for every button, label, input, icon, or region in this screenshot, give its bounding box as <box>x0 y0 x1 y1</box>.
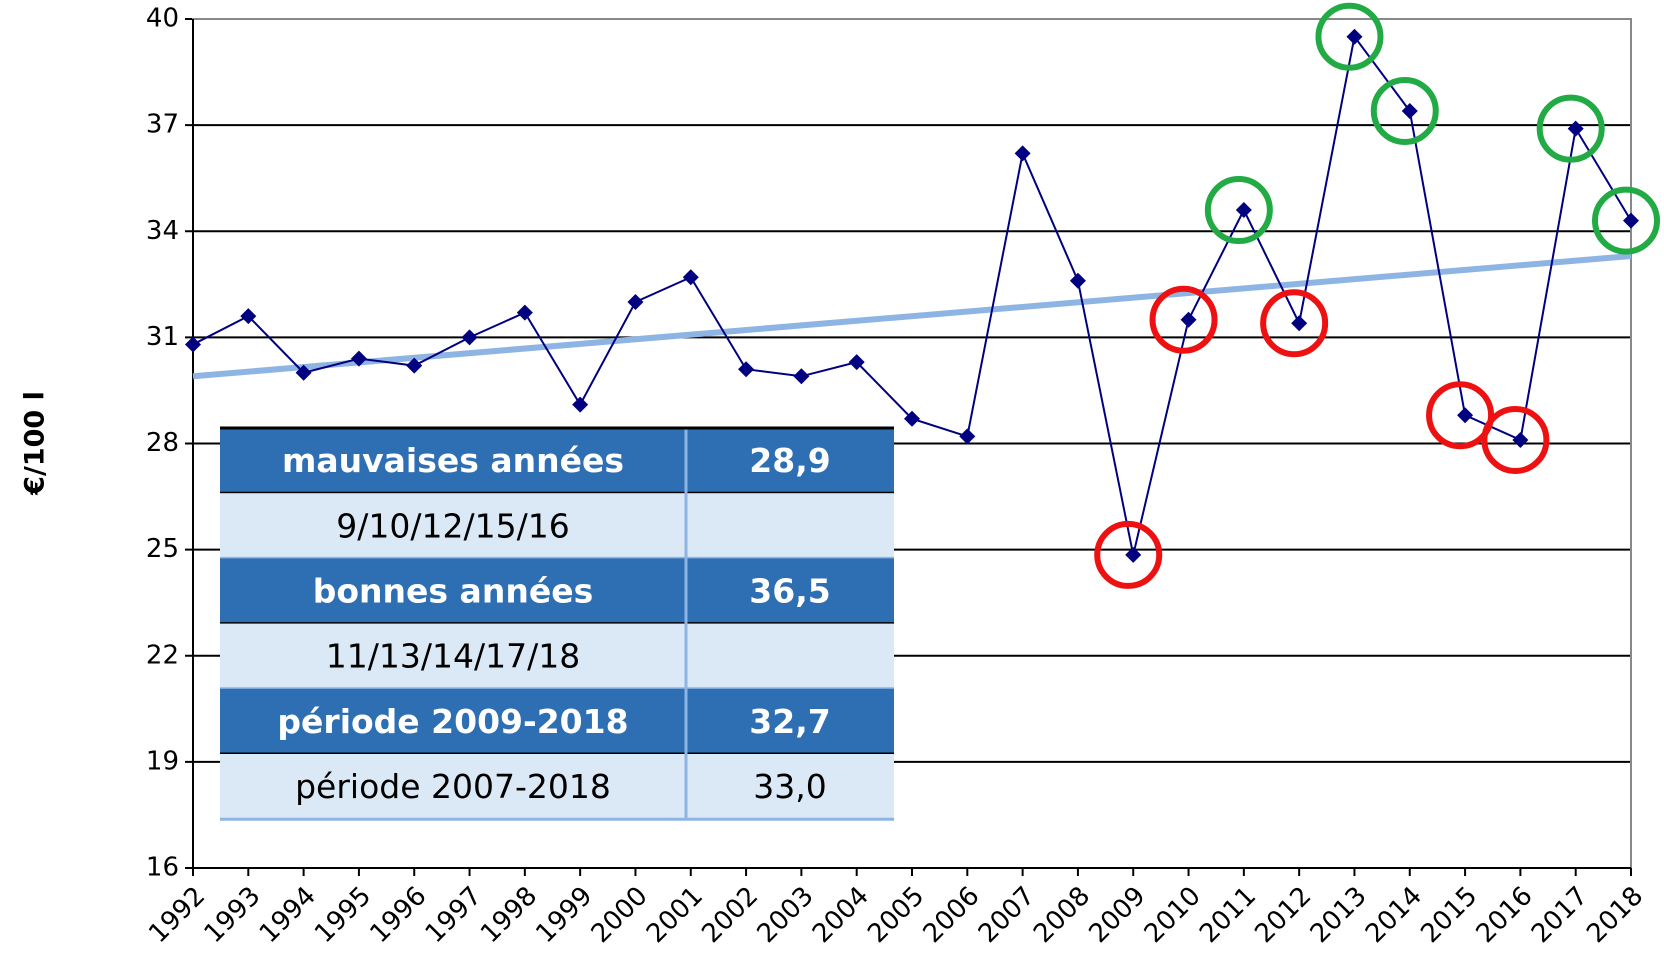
highlight-circle <box>1260 289 1329 358</box>
x-tick-label: 2017 <box>1526 881 1594 949</box>
x-tick-label: 2008 <box>1028 881 1096 949</box>
highlight-circle <box>1536 94 1605 163</box>
highlight-circle <box>1149 285 1218 354</box>
x-tick-label: 2013 <box>1305 881 1373 949</box>
x-tick-label: 2012 <box>1249 881 1317 949</box>
y-tick-label: 34 <box>146 216 179 246</box>
table-cell: 9/10/12/15/16 <box>336 506 569 545</box>
data-point <box>1291 315 1308 332</box>
highlight-circle <box>1370 76 1439 145</box>
data-point <box>461 329 478 346</box>
y-tick-label: 37 <box>146 110 179 140</box>
x-tick-label: 2006 <box>918 881 986 949</box>
highlight-circle <box>1481 405 1550 474</box>
table-row <box>220 428 894 494</box>
trend-line <box>192 253 1632 380</box>
x-tick-label: 2000 <box>586 881 654 949</box>
data-point <box>240 308 257 325</box>
y-tick-label: 25 <box>146 534 179 564</box>
x-tick-label: 2002 <box>696 881 764 949</box>
x-tick-label: 1999 <box>530 881 598 949</box>
x-tick-label: 2018 <box>1581 881 1649 949</box>
table-cell: mauvaises années <box>282 441 624 480</box>
x-tick-label: 2016 <box>1471 881 1539 949</box>
x-tick-label: 2003 <box>752 881 820 949</box>
table-row <box>220 688 894 754</box>
y-tick-label: 28 <box>146 428 179 458</box>
highlight-circle <box>1094 520 1163 589</box>
data-point <box>406 357 423 374</box>
x-tick-label: 2015 <box>1415 881 1483 949</box>
data-point <box>1457 407 1474 424</box>
y-tick-label: 19 <box>146 746 179 776</box>
y-tick-label: 22 <box>146 640 179 670</box>
x-tick-label: 2005 <box>862 881 930 949</box>
x-tick-label: 1992 <box>143 881 211 949</box>
data-point <box>848 354 865 371</box>
data-point <box>1623 212 1639 229</box>
data-point <box>572 396 589 413</box>
data-point <box>1014 145 1031 162</box>
table-cell: période 2007-2018 <box>295 767 611 806</box>
x-tick-label: 2009 <box>1083 881 1151 949</box>
data-point <box>1512 431 1529 448</box>
data-point <box>1346 28 1363 45</box>
data-point <box>1235 202 1252 219</box>
x-tick-label: 2011 <box>1194 881 1262 949</box>
x-tick-label: 2004 <box>807 881 875 949</box>
table-row <box>220 493 894 559</box>
x-tick-label: 2001 <box>641 881 709 949</box>
data-point <box>1069 272 1086 289</box>
data-point <box>1125 546 1142 563</box>
highlight-circle <box>1426 381 1495 450</box>
x-tick-label: 1993 <box>199 881 267 949</box>
y-axis-label: €/100 l <box>20 391 51 496</box>
data-point <box>1401 102 1418 119</box>
data-point <box>350 350 367 367</box>
table-cell: période 2009-2018 <box>277 702 628 741</box>
highlight-circle <box>1592 186 1660 255</box>
table-cell: 28,9 <box>749 441 830 480</box>
table-cell: 32,7 <box>749 702 830 741</box>
x-tick-label: 2007 <box>973 881 1041 949</box>
x-tick-label: 1995 <box>309 881 377 949</box>
table-cell: 33,0 <box>753 767 826 806</box>
data-point <box>682 269 699 286</box>
data-point <box>738 361 755 378</box>
table-row <box>220 623 894 689</box>
x-tick-label: 2014 <box>1360 881 1428 949</box>
y-tick-label: 16 <box>146 853 179 883</box>
table-cell: bonnes années <box>313 572 593 611</box>
data-point <box>627 294 644 310</box>
x-tick-label: 1998 <box>475 881 543 949</box>
data-point <box>516 304 533 321</box>
table-cell: 11/13/14/17/18 <box>326 637 580 676</box>
y-tick-label: 31 <box>146 322 179 352</box>
y-tick-label: 40 <box>146 4 179 34</box>
x-tick-label: 2010 <box>1139 881 1207 949</box>
table-row <box>220 754 894 820</box>
table-row <box>220 558 894 624</box>
data-point <box>793 368 810 385</box>
data-point <box>1180 311 1197 328</box>
table-cell: 36,5 <box>749 572 830 611</box>
data-point <box>185 336 201 353</box>
highlight-circle <box>1204 176 1273 245</box>
data-point <box>295 364 312 381</box>
data-point <box>1567 120 1584 137</box>
x-tick-label: 1994 <box>254 881 322 949</box>
highlight-circle <box>1315 2 1384 71</box>
x-tick-label: 1997 <box>420 881 488 949</box>
data-point <box>959 428 976 445</box>
data-point <box>904 410 920 427</box>
x-tick-label: 1996 <box>364 881 432 949</box>
